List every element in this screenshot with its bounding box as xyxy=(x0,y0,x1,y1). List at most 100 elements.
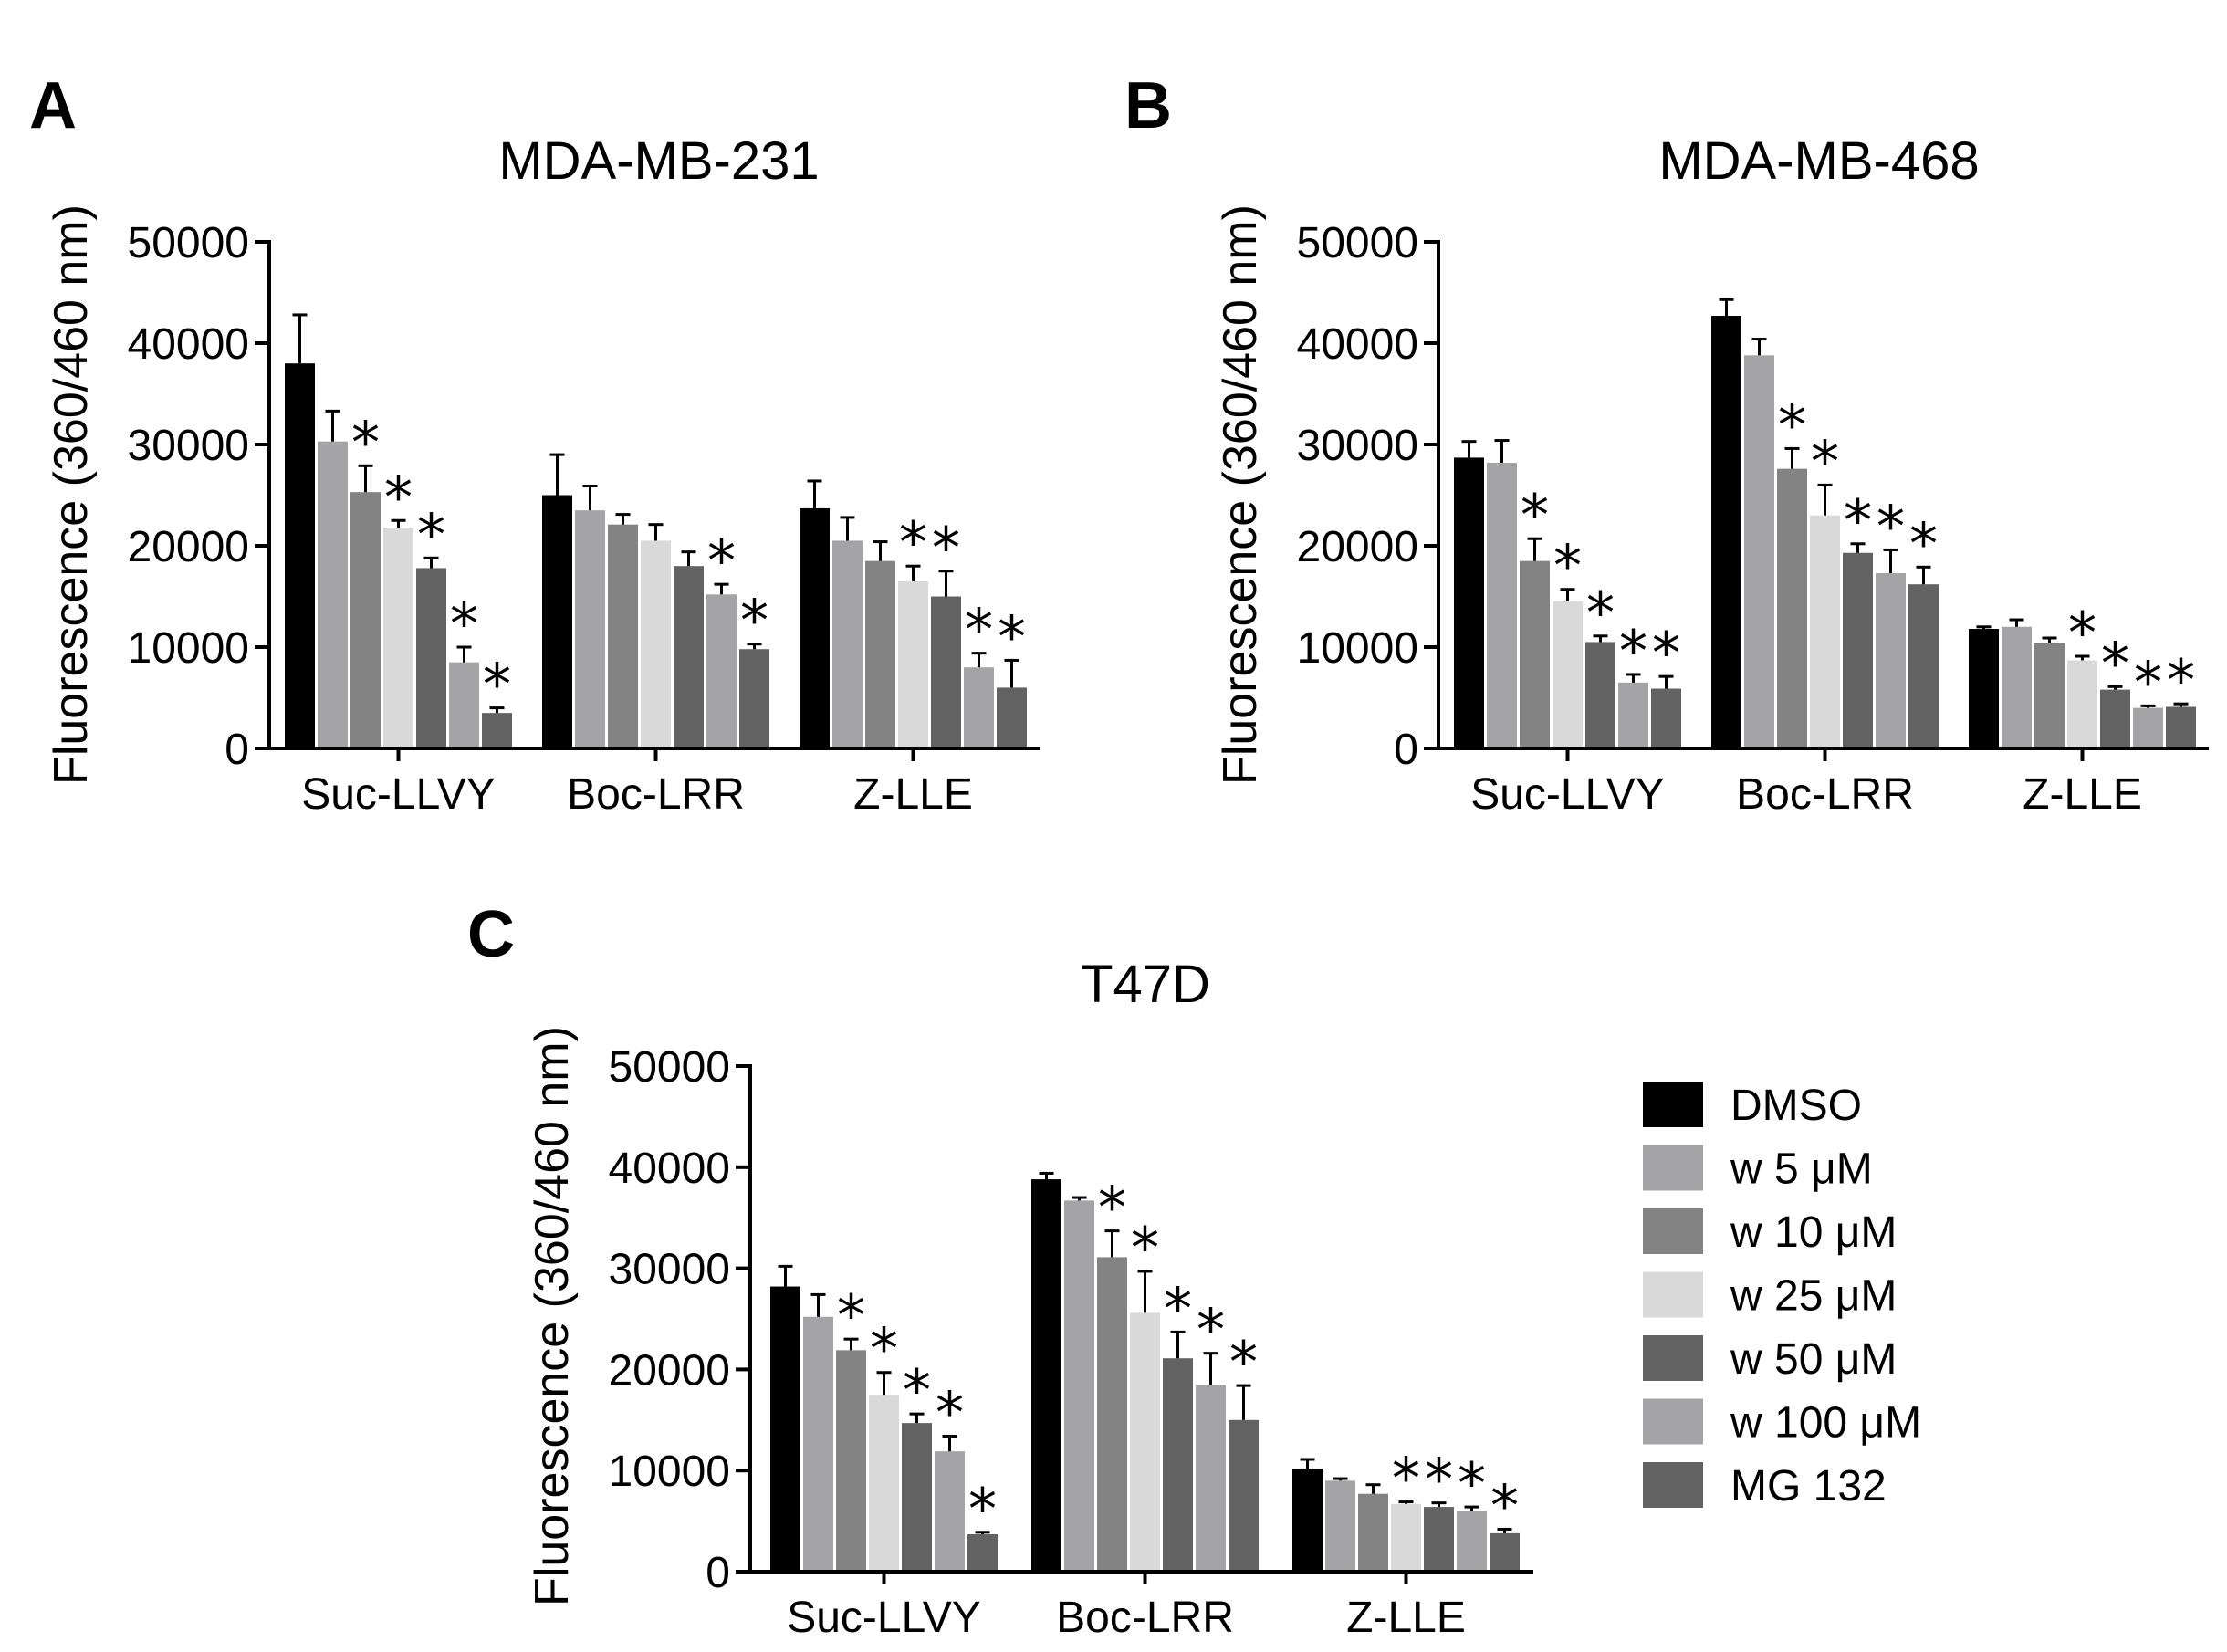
y-tick-label: 40000 xyxy=(128,320,249,369)
bar-b-2-0 xyxy=(1969,629,1999,748)
significance-star: * xyxy=(1392,1446,1420,1512)
significance-star: * xyxy=(2134,649,2162,716)
y-tick-label: 50000 xyxy=(609,1043,730,1092)
bar-c-2-4 xyxy=(1424,1507,1454,1572)
y-tick-label: 30000 xyxy=(1297,422,1418,470)
bar-c-1-4 xyxy=(1163,1358,1193,1572)
bar-c-1-6 xyxy=(1229,1419,1259,1572)
x-tick-label: Z-LLE xyxy=(2023,770,2142,819)
significance-star: * xyxy=(1909,510,1938,577)
bar-c-2-6 xyxy=(1490,1532,1520,1572)
bar-c-1-5 xyxy=(1196,1385,1226,1572)
bar-c-0-3 xyxy=(869,1395,899,1572)
significance-star: * xyxy=(837,1282,865,1349)
y-tick-label: 10000 xyxy=(609,1448,730,1496)
bar-c-1-1 xyxy=(1064,1200,1094,1572)
y-tick-label: 0 xyxy=(706,1549,730,1597)
panel-title-c: T47D xyxy=(1081,955,1210,1014)
bar-a-0-4 xyxy=(416,568,446,748)
bar-b-0-2 xyxy=(1520,560,1550,748)
legend-swatch xyxy=(1643,1208,1703,1254)
bar-c-0-6 xyxy=(967,1534,998,1572)
y-axis-label-a: Fluorescence (360/460 nm) xyxy=(45,204,98,785)
significance-star: * xyxy=(1877,493,1905,559)
legend: DMSO w 5 μM w 10 μM w 25 μM w 50 μM w 100 μM M… xyxy=(1643,1082,1921,1511)
x-tick-label: Suc-LLVY xyxy=(787,1594,981,1642)
bar-c-2-5 xyxy=(1457,1511,1487,1572)
bar-a-1-0 xyxy=(542,495,572,748)
y-tick-label: 10000 xyxy=(128,624,249,673)
bar-b-2-4 xyxy=(2100,689,2130,748)
significance-star: * xyxy=(1164,1275,1192,1342)
significance-star: * xyxy=(998,603,1026,670)
significance-star: * xyxy=(740,588,768,654)
y-axis-label-b: Fluorescence (360/460 nm) xyxy=(1214,204,1267,785)
x-tick-label: Boc-LRR xyxy=(1736,770,1914,819)
bar-a-1-4 xyxy=(674,566,704,748)
y-tick-label: 20000 xyxy=(609,1346,730,1395)
bar-a-0-6 xyxy=(482,713,512,748)
bar-a-0-5 xyxy=(449,662,479,748)
panel-letter-a: A xyxy=(29,69,77,142)
y-tick-label: 0 xyxy=(225,726,249,774)
bar-c-2-0 xyxy=(1292,1468,1323,1572)
bar-a-1-5 xyxy=(706,594,737,748)
bar-c-0-0 xyxy=(770,1286,800,1572)
bar-b-1-5 xyxy=(1876,572,1906,748)
significance-star: * xyxy=(1844,487,1872,554)
significance-star: * xyxy=(1425,1447,1453,1513)
x-tick-label: Boc-LRR xyxy=(1056,1594,1234,1642)
bar-c-0-1 xyxy=(803,1316,833,1572)
y-tick-label: 50000 xyxy=(128,219,249,267)
bar-b-2-3 xyxy=(2067,660,2097,748)
legend-label: w 25 μM xyxy=(1730,1272,1897,1321)
bar-b-1-1 xyxy=(1744,355,1774,748)
significance-star: * xyxy=(936,1380,964,1447)
y-tick-label: 20000 xyxy=(1297,523,1418,571)
y-tick-label: 50000 xyxy=(1297,219,1418,267)
bar-c-1-0 xyxy=(1031,1179,1061,1572)
significance-star: * xyxy=(2068,600,2096,666)
panel-title-a: MDA-MB-231 xyxy=(498,131,819,191)
bar-c-2-3 xyxy=(1391,1503,1421,1572)
bar-c-0-5 xyxy=(935,1451,965,1572)
bar-b-2-2 xyxy=(2034,643,2065,748)
bar-c-2-1 xyxy=(1325,1480,1355,1572)
bar-a-2-5 xyxy=(964,667,994,748)
bar-b-0-6 xyxy=(1651,688,1681,748)
panel-letter-b: B xyxy=(1124,69,1172,142)
bar-b-0-4 xyxy=(1585,642,1615,748)
significance-star: * xyxy=(1553,533,1582,600)
bar-b-2-1 xyxy=(2002,626,2032,748)
bar-b-0-5 xyxy=(1618,682,1648,748)
bar-a-0-3 xyxy=(383,528,413,748)
legend-label: w 10 μM xyxy=(1730,1208,1897,1257)
y-tick-label: 30000 xyxy=(128,422,249,470)
significance-star: * xyxy=(965,597,993,664)
bar-a-0-2 xyxy=(350,492,381,748)
bar-a-0-1 xyxy=(318,441,348,748)
significance-star: * xyxy=(903,1357,931,1424)
significance-star: * xyxy=(483,652,511,718)
panel-title-b: MDA-MB-468 xyxy=(1658,131,1979,191)
bar-a-0-0 xyxy=(285,363,315,748)
significance-star: * xyxy=(707,528,736,594)
significance-star: * xyxy=(2101,630,2129,696)
panel-letter-c: C xyxy=(467,898,515,971)
bar-a-2-2 xyxy=(865,560,895,748)
bar-b-2-5 xyxy=(2133,707,2163,748)
legend-label: w 5 μM xyxy=(1730,1145,1873,1194)
bar-b-1-3 xyxy=(1810,515,1840,748)
bar-b-0-0 xyxy=(1454,457,1484,748)
x-tick-label: Z-LLE xyxy=(1346,1594,1466,1642)
panel-b: B MDA-MB-468 Fluorescence (360/460 nm) *… xyxy=(1124,69,2209,819)
bar-c-0-2 xyxy=(836,1350,866,1572)
bar-a-2-4 xyxy=(931,596,961,748)
legend-label: w 50 μM xyxy=(1730,1335,1897,1384)
bar-b-1-0 xyxy=(1711,316,1741,748)
x-tick-label: Boc-LRR xyxy=(567,770,745,819)
legend-label: DMSO xyxy=(1730,1082,1862,1130)
bar-b-1-6 xyxy=(1908,584,1939,748)
bar-a-2-0 xyxy=(800,507,830,748)
